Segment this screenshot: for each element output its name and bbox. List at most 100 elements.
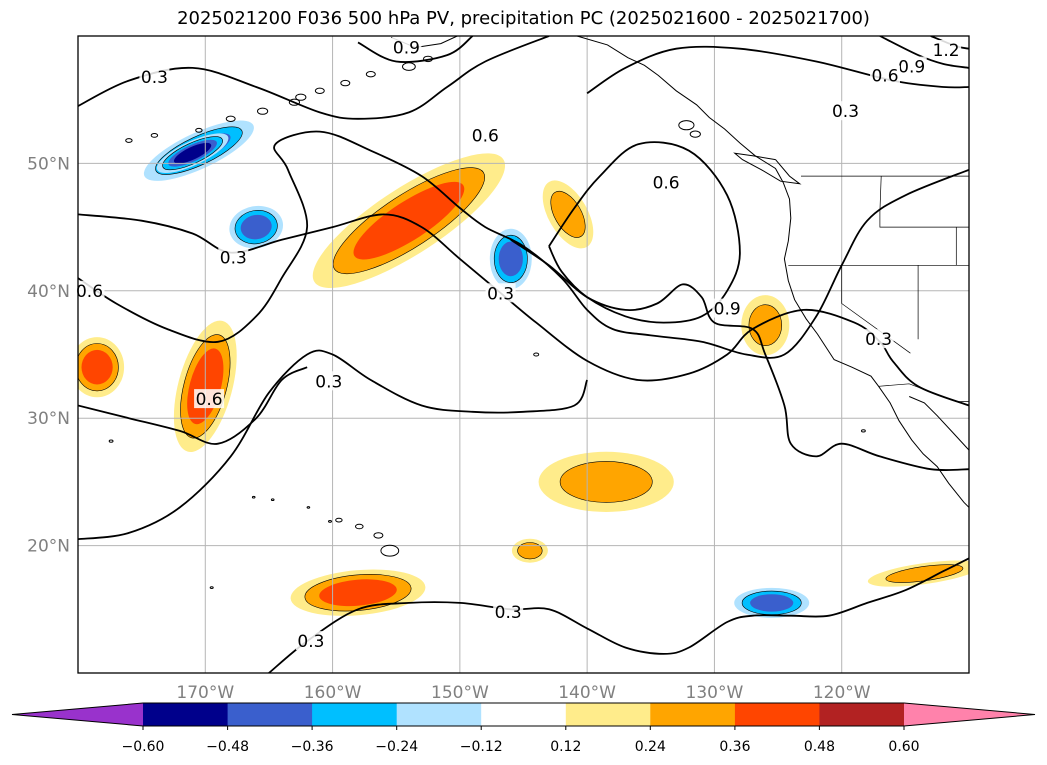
island (365, 71, 376, 78)
pv-contour-label: 0.6 (76, 282, 103, 302)
lon-tick-label: 160°W (304, 683, 362, 703)
island (861, 429, 866, 433)
colorbar-extend-min (12, 703, 143, 726)
pv-label-bg (493, 601, 524, 621)
precip-contour (173, 142, 212, 164)
pv-contour-label: 0.6 (871, 67, 898, 87)
pv-contour-label: 0.3 (315, 372, 342, 392)
pv-label-bg (830, 101, 861, 121)
lat-tick-label: 40°N (27, 282, 70, 302)
precip-contour (240, 214, 272, 240)
pv-contour-0-9 (510, 239, 969, 472)
colorbar-segment (396, 703, 482, 726)
pv-label-bg (470, 125, 501, 145)
pv-contour-label: 0.6 (196, 390, 223, 410)
island (108, 439, 114, 443)
colorbar-segment (481, 703, 567, 726)
pv-contour-label: 0.9 (714, 300, 741, 320)
precip-contour (81, 349, 113, 385)
island (340, 79, 351, 87)
colorbar-tick-label: −0.24 (375, 739, 418, 755)
pv-label-bg (194, 389, 225, 409)
precip-area (734, 587, 810, 618)
pv-contour-label: 1.2 (933, 41, 960, 61)
precip-area (78, 337, 125, 398)
colorbar-tick-label: 0.12 (550, 739, 581, 755)
colorbar-segment (565, 703, 651, 726)
border-line (879, 176, 969, 228)
coastline (909, 396, 969, 451)
island (373, 532, 384, 539)
island (195, 127, 203, 133)
pv-label-bg (485, 283, 516, 303)
precip-area (229, 205, 284, 249)
island (150, 133, 159, 138)
pv-contour-label: 0.3 (487, 284, 514, 304)
precip-contour (498, 241, 523, 277)
pv-contour-label: 0.3 (297, 632, 324, 652)
precip-area (538, 451, 674, 512)
pv-label-bg (870, 65, 900, 85)
colorbar-segment (143, 703, 229, 726)
lon-tick-label: 130°W (686, 683, 744, 703)
precip-contour (559, 461, 653, 503)
island (314, 87, 325, 95)
pv-label-bg (391, 37, 422, 57)
pv-label-bg (139, 66, 170, 86)
pv-contour-0-6 (78, 366, 308, 445)
pv-contour-label: 0.3 (832, 102, 859, 122)
pv-label-bg (896, 56, 927, 76)
pv-contour-0-6 (78, 130, 969, 359)
map-title: 2025021200 F036 500 hPa PV, precipitatio… (177, 8, 870, 29)
gridlines (78, 36, 969, 673)
island (225, 115, 236, 123)
precip-area (741, 295, 790, 356)
colorbar-segment (650, 703, 736, 726)
pv-contour-label: 0.9 (898, 58, 925, 78)
precip-area (542, 180, 594, 249)
precip-area (511, 538, 548, 563)
colorbar-segment (734, 703, 820, 726)
pv-contour-label: 0.6 (653, 174, 680, 194)
island (355, 523, 364, 530)
coastline (576, 36, 969, 508)
axis-ticks: 170°W 160°W 150°W 140°W 130°W 120°W 20°N 30°N 40… (27, 154, 871, 703)
island (328, 520, 332, 523)
pv-contour-0-3 (78, 349, 588, 541)
island (678, 120, 695, 131)
colorbar-tick-label: 0.24 (635, 739, 666, 755)
pv-contour-label: 0.3 (141, 68, 168, 88)
precip-contour (319, 579, 397, 607)
pv-contour-0-9 (879, 36, 969, 69)
colorbar: −0.60 −0.48 −0.36 −0.24 −0.12 0.12 0.24 0.36 0.4… (11, 702, 1036, 755)
map-frame (77, 35, 970, 674)
pv-contour-0-3 (268, 557, 969, 673)
colorbar-tick-label: 0.36 (719, 739, 750, 755)
lon-tick-label: 140°W (558, 683, 616, 703)
pv-contour-0-6 (586, 45, 969, 95)
lon-tick-label: 120°W (813, 683, 871, 703)
colorbar-segment (312, 703, 398, 726)
pv-contour-0-9 (357, 36, 474, 63)
precip-contour (750, 594, 794, 612)
pv-label-bg (931, 40, 962, 59)
colorbar-tick-label: −0.12 (460, 739, 503, 755)
pv-label-bg (313, 371, 344, 391)
colorbar-tick-label: −0.48 (206, 739, 249, 755)
pv-label-bg (863, 329, 894, 349)
pv-label-bg (651, 172, 682, 192)
colorbar-extend-max (904, 703, 1035, 726)
precip-contour (748, 304, 782, 347)
colorbar-tick-label: 0.60 (888, 739, 919, 755)
pv-label-bg (712, 298, 743, 318)
island (689, 130, 701, 138)
island (295, 93, 307, 101)
coastline (733, 152, 802, 185)
pv-label-bg (74, 280, 105, 300)
island (288, 98, 300, 106)
lon-tick-label: 150°W (431, 683, 489, 703)
precip-area (489, 228, 532, 289)
island (380, 544, 400, 557)
lat-tick-label: 30°N (27, 409, 70, 429)
